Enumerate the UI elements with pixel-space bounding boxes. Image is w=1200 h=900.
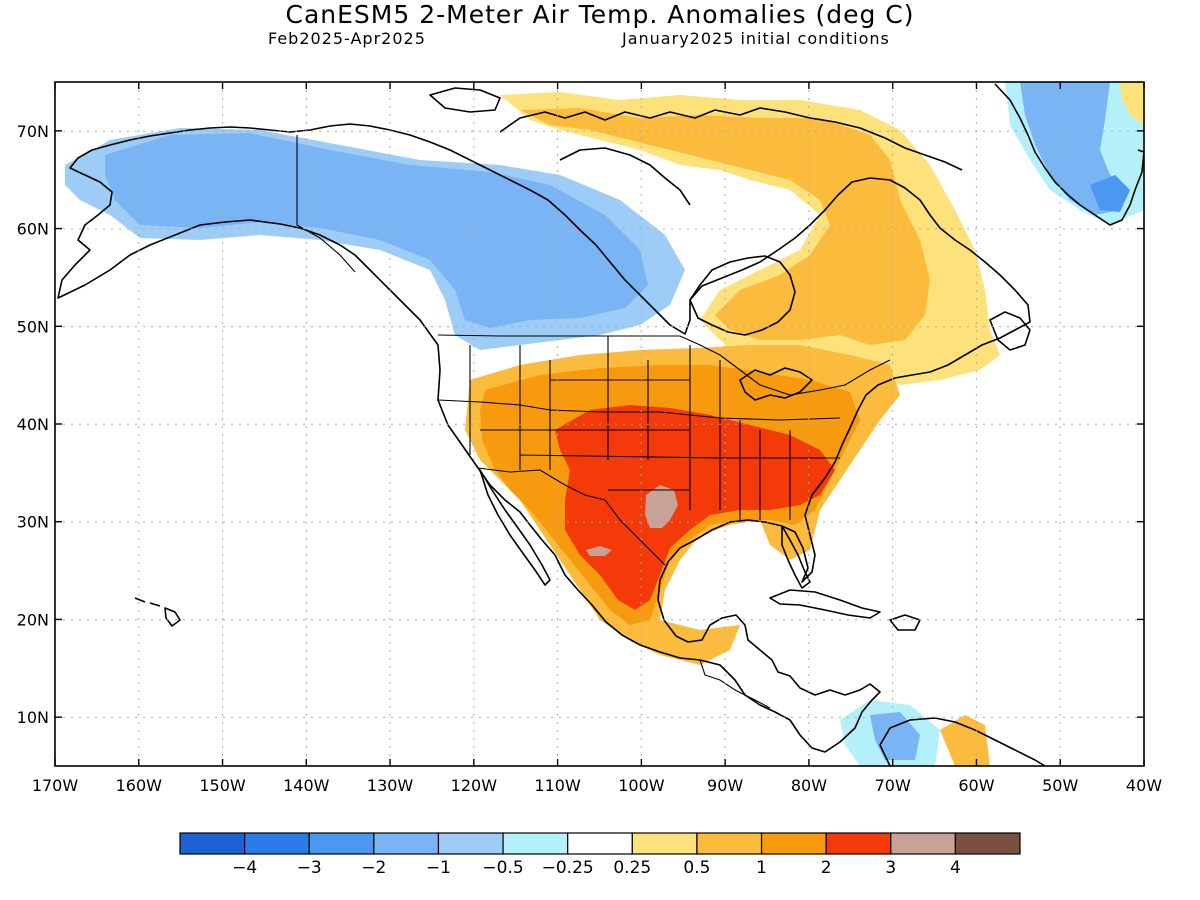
legend-swatch [244, 832, 310, 855]
mexico-central-america-borders [699, 659, 771, 709]
lat-label: 50N [17, 317, 49, 336]
greenland-coastline [994, 83, 1144, 226]
legend-swatch [567, 832, 633, 855]
legend-label: 2 [821, 858, 832, 878]
map-canvas [55, 82, 1144, 766]
cuba-coastline [769, 589, 881, 619]
initial-conditions: January2025 initial conditions [622, 29, 890, 48]
greenland-warm-edge [1120, 82, 1144, 125]
forecast-period: Feb2025-Apr2025 [268, 29, 426, 48]
lon-label: 80W [791, 776, 827, 795]
longitude-labels: 170W 160W 150W 140W 130W 120W 110W 100W 90W 80W 70… [32, 776, 1162, 795]
hudson-bay-coastline [689, 255, 796, 336]
lon-label: 150W [199, 776, 246, 795]
lon-label: 140W [283, 776, 330, 795]
legend-swatch [954, 832, 1021, 855]
lat-label: 40N [17, 415, 49, 434]
caribbean-cold-core [870, 712, 920, 760]
legend-swatch [308, 832, 375, 855]
hispaniola-coastline [889, 614, 921, 631]
lat-label: 30N [17, 513, 49, 532]
us-state-lines [437, 336, 841, 520]
extreme-anomaly-mexico [586, 546, 612, 556]
legend-swatch [760, 832, 827, 855]
legend-swatch [825, 832, 892, 855]
anomaly-fill-layer [65, 82, 1144, 766]
legend-label: −0.5 [482, 858, 523, 878]
legend-label: 0.25 [613, 858, 651, 878]
north-america-coastline [57, 123, 1031, 753]
arctic-islands-coastline [499, 107, 963, 171]
legend-labels: −4 −3 −2 −1 −0.5 −0.25 0.25 0.5 1 2 3 4 [232, 858, 961, 878]
venezuela-warm-anomaly [940, 715, 990, 766]
lon-label: 60W [958, 776, 994, 795]
coastlines-layer [57, 83, 1144, 766]
lat-label: 70N [17, 122, 49, 141]
graticule [55, 82, 1144, 766]
political-borders-layer [296, 135, 891, 709]
hawaii-islands [134, 597, 181, 627]
legend-label: −1 [426, 858, 451, 878]
newfoundland-coastline [989, 311, 1031, 351]
legend-colorbar [179, 832, 1021, 855]
legend-label: 1 [756, 858, 767, 878]
legend-swatch [437, 832, 504, 855]
legend-label: −4 [232, 858, 257, 878]
axis-ticks [54, 82, 1145, 766]
legend-label: −3 [297, 858, 322, 878]
legend-label: 3 [885, 858, 896, 878]
legend-swatch [696, 832, 763, 855]
lon-label: 70W [875, 776, 911, 795]
lon-label: 120W [451, 776, 498, 795]
legend-label: 4 [950, 858, 961, 878]
legend-label: −0.25 [542, 858, 594, 878]
legend-swatch [890, 832, 956, 855]
legend-swatch [502, 832, 569, 855]
extreme-anomaly-texas [645, 485, 678, 528]
arctic-islands-coastline-2 [559, 147, 691, 206]
greenland-cold-core [1090, 175, 1130, 212]
lon-label: 170W [32, 776, 79, 795]
arctic-islands-coastline-3 [429, 87, 501, 113]
us-canada-border [437, 334, 891, 396]
great-lakes [739, 367, 813, 401]
lon-label: 160W [116, 776, 163, 795]
us-mexico-border [477, 467, 666, 566]
lon-label: 50W [1042, 776, 1078, 795]
lon-label: 110W [534, 776, 581, 795]
lon-label: 40W [1126, 776, 1162, 795]
alaska-canada-border [296, 135, 356, 273]
south-america-coastline [879, 717, 1046, 766]
lat-label: 10N [17, 708, 49, 727]
legend-swatch [373, 832, 440, 855]
legend-swatch [179, 832, 246, 855]
lon-label: 90W [707, 776, 743, 795]
baja-peninsula [479, 469, 551, 586]
lat-label: 60N [17, 220, 49, 239]
legend-label: −2 [361, 858, 386, 878]
legend-label: 0.5 [683, 858, 710, 878]
latitude-labels: 10N 20N 30N 40N 50N 60N 70N [17, 122, 49, 727]
florida-peninsula [781, 525, 811, 589]
warm-anomaly-canada [520, 108, 930, 345]
legend-swatch [631, 832, 698, 855]
map-title: CanESM5 2-Meter Air Temp. Anomalies (deg… [285, 0, 915, 29]
lon-label: 130W [367, 776, 414, 795]
lon-label: 100W [618, 776, 665, 795]
lat-label: 20N [17, 610, 49, 629]
